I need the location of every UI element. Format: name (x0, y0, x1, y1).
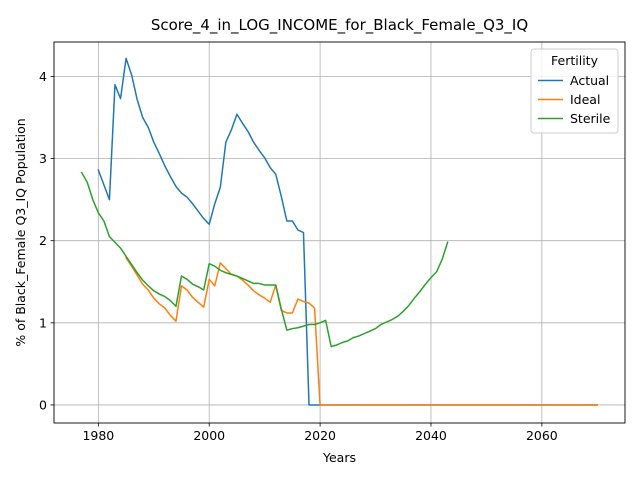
x-tick-label: 2060 (526, 428, 558, 443)
x-tick-label: 1980 (82, 428, 114, 443)
y-tick-label: 0 (39, 397, 47, 412)
y-tick-label: 2 (39, 233, 47, 248)
chart-title: Score_4_in_LOG_INCOME_for_Black_Female_Q… (151, 16, 528, 35)
legend-entries: Actual Ideal Sterile (538, 73, 611, 126)
legend-label-actual: Actual (570, 73, 609, 88)
x-tick-label: 2040 (415, 428, 447, 443)
y-axis-label: % of Black_Female Q3_IQ Population (13, 118, 28, 346)
x-tick-label: 2000 (193, 428, 225, 443)
plot-area (54, 42, 625, 423)
plot-frame (53, 41, 626, 424)
legend: Fertility Actual Ideal Sterile (530, 48, 619, 134)
x-axis: 1980 2000 2020 2040 2060 (82, 423, 558, 443)
legend-box (530, 48, 619, 134)
x-tick-label: 2020 (304, 428, 336, 443)
x-axis-label: Years (322, 450, 356, 465)
legend-label-sterile: Sterile (570, 111, 611, 126)
y-tick-label: 3 (39, 151, 47, 166)
legend-title: Fertility (551, 53, 599, 68)
series-line-sterile (80, 171, 449, 348)
y-axis: 0 1 2 3 4 (39, 69, 54, 412)
series-layer (80, 57, 599, 406)
y-tick-label: 1 (39, 315, 47, 330)
legend-label-ideal: Ideal (570, 92, 600, 107)
y-tick-label: 4 (39, 69, 47, 84)
series-line-actual (97, 57, 599, 406)
